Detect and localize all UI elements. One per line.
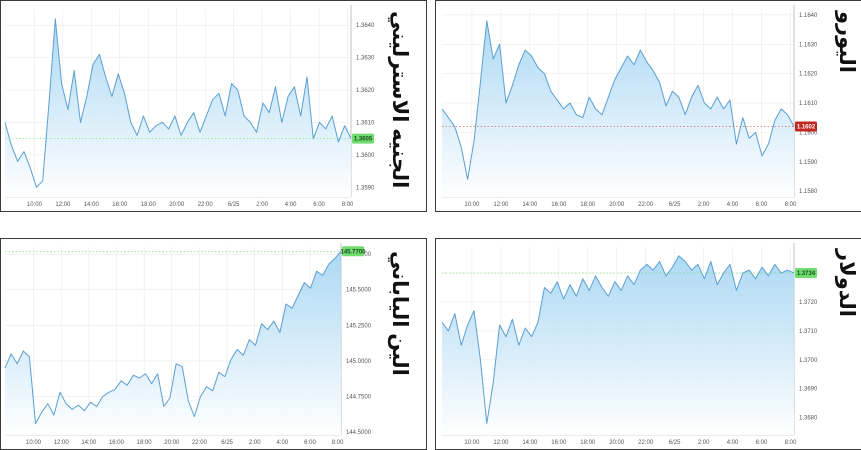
y-tick-label: 1.3710 (799, 329, 818, 335)
x-tick-label: 12:00 (55, 202, 71, 208)
chart-eur: 1.1640 1.1630 1.1620 1.1610 1.1600 1.1590 1.15… (441, 5, 818, 208)
current-value-label: 1.3605 (354, 137, 373, 143)
x-tick-label: 8:00 (342, 202, 354, 208)
x-tick-label: 10:00 (26, 440, 42, 446)
chart-title-jpy: الين الياباني (388, 251, 411, 376)
x-tick-label: 18:00 (141, 202, 157, 208)
x-tick-label: 2:00 (698, 440, 710, 446)
chart-jpy: 145.7500145.5000145.2500145.0000144.7500… (4, 243, 372, 446)
y-tick-label: 145.5000 (346, 288, 372, 294)
x-tick-label: 22:00 (198, 202, 214, 208)
x-tick-label: 20:00 (169, 202, 185, 208)
x-tick-label: 10:00 (464, 202, 480, 208)
series-line (4, 18, 352, 188)
x-tick-label: 18:00 (580, 202, 596, 208)
current-value-badge (352, 133, 374, 144)
x-tick-label: 2:00 (249, 440, 261, 446)
x-tick-label: 12:00 (54, 440, 70, 446)
current-value-label: 1.3734 (797, 271, 816, 277)
chart-title-eur: اليورو (835, 11, 858, 73)
x-tick-label: 4:00 (285, 202, 297, 208)
chart-panel-usd: 1.37301.37201.37101.37001.36901.368010:0… (435, 238, 861, 450)
x-tick-label: 6:00 (756, 202, 768, 208)
y-tick-label: 1.1620 (799, 72, 818, 78)
chart-panel-eur: 1.1640 1.1630 1.1620 1.1610 1.1600 1.1590 1.15… (435, 0, 861, 212)
y-tick-label: 145.0000 (346, 359, 372, 365)
series-line (441, 255, 795, 424)
chart-gbp: 1.3640 1.3630 1.3620 1.3610 1.3600 1.3590 10:0… (4, 5, 375, 208)
y-tick-label: 1.3630 (356, 56, 375, 62)
y-tick-label: 1.3680 (799, 416, 818, 422)
x-tick-label: 6/25 (669, 440, 681, 446)
current-value-badge (795, 121, 817, 132)
x-tick-label: 12:00 (493, 440, 509, 446)
x-tick-label: 20:00 (609, 440, 625, 446)
current-value-badge (342, 246, 364, 257)
x-tick-label: 16:00 (551, 440, 567, 446)
x-tick-label: 22:00 (638, 202, 654, 208)
y-tick-label: 1.1590 (799, 160, 818, 166)
x-tick-label: 6:00 (313, 202, 325, 208)
y-tick-label: 144.7500 (346, 395, 372, 401)
y-tick-label: 1.1600 (799, 130, 818, 136)
y-tick-label: 145.2500 (346, 323, 372, 329)
y-tick-label: 1.3640 (356, 23, 375, 29)
x-tick-label: 14:00 (522, 440, 538, 446)
x-tick-label: 22:00 (192, 440, 208, 446)
current-value-label: 145.7700 (340, 249, 366, 255)
chart-panel-gbp: 1.3640 1.3630 1.3620 1.3610 1.3600 1.3590 10:0… (0, 0, 427, 212)
current-value-badge (795, 268, 817, 279)
x-tick-label: 4:00 (727, 440, 739, 446)
area-fill (442, 20, 794, 198)
series-line (441, 20, 795, 180)
chart-usd: 1.37301.37201.37101.37001.36901.368010:0… (441, 243, 818, 446)
x-tick-label: 20:00 (164, 440, 180, 446)
y-tick-label: 1.1580 (799, 189, 818, 195)
y-tick-label: 144.5000 (346, 430, 372, 436)
x-tick-label: 14:00 (522, 202, 538, 208)
chart-title-gbp: الجنيه الاسترليني (388, 11, 411, 189)
chart-panel-jpy: 145.7500145.5000145.2500145.0000144.7500… (0, 238, 427, 450)
x-tick-label: 22:00 (638, 440, 654, 446)
area-fill (5, 18, 351, 198)
area-fill (5, 251, 341, 435)
series-line (4, 250, 342, 425)
x-tick-label: 4:00 (277, 440, 289, 446)
x-tick-label: 6/25 (228, 202, 240, 208)
x-tick-label: 10:00 (27, 202, 43, 208)
x-tick-label: 18:00 (580, 440, 596, 446)
y-tick-label: 1.3610 (356, 120, 375, 126)
x-tick-label: 8:00 (332, 440, 344, 446)
x-tick-label: 6/25 (221, 440, 233, 446)
x-tick-label: 6:00 (756, 440, 768, 446)
x-tick-label: 16:00 (551, 202, 567, 208)
x-tick-label: 8:00 (785, 202, 797, 208)
x-tick-label: 20:00 (609, 202, 625, 208)
x-tick-label: 8:00 (785, 440, 797, 446)
x-tick-label: 2:00 (698, 202, 710, 208)
x-tick-label: 16:00 (109, 440, 125, 446)
x-tick-label: 12:00 (493, 202, 509, 208)
y-tick-label: 1.3720 (799, 300, 818, 306)
y-tick-label: 1.1640 (799, 13, 818, 19)
x-tick-label: 14:00 (81, 440, 97, 446)
x-tick-label: 4:00 (727, 202, 739, 208)
area-fill (442, 255, 794, 435)
y-tick-label: 1.1630 (799, 42, 818, 48)
x-tick-label: 10:00 (464, 440, 480, 446)
y-tick-label: 1.3700 (799, 358, 818, 364)
current-value-label: 1.1602 (797, 125, 816, 131)
x-tick-label: 18:00 (137, 440, 153, 446)
x-tick-label: 6/25 (669, 202, 681, 208)
x-tick-label: 2:00 (256, 202, 268, 208)
x-tick-label: 6:00 (304, 440, 316, 446)
y-tick-label: 1.3590 (356, 185, 375, 191)
y-tick-label: 1.3620 (356, 88, 375, 94)
x-tick-label: 14:00 (84, 202, 100, 208)
y-tick-label: 1.3600 (356, 153, 375, 159)
x-tick-label: 16:00 (112, 202, 128, 208)
y-tick-label: 1.1610 (799, 101, 818, 107)
chart-title-usd: الدولار (835, 249, 858, 317)
y-tick-label: 1.3690 (799, 387, 818, 393)
